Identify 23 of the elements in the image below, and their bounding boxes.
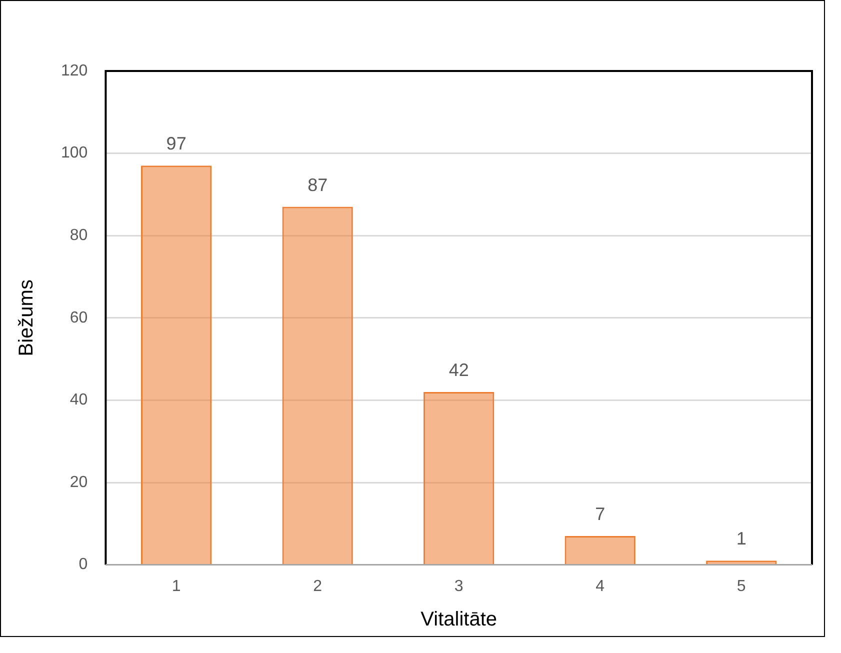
- data-label: 42: [448, 360, 469, 380]
- y-tick-label: 100: [60, 144, 88, 162]
- data-label: 7: [595, 504, 606, 524]
- data-label: 87: [308, 174, 328, 195]
- x-tick-label: 3: [454, 578, 464, 595]
- bar: [424, 392, 494, 564]
- y-axis-title: Biežums: [16, 280, 38, 356]
- y-tick-label: 20: [70, 474, 88, 491]
- y-tick-label: 60: [70, 309, 88, 326]
- x-tick-label: 4: [596, 578, 605, 595]
- y-tick-label: 0: [78, 556, 88, 574]
- x-axis-title: Vitalitāte: [420, 608, 498, 631]
- x-tick-label: 5: [736, 578, 746, 595]
- bar: [564, 536, 636, 564]
- bar: [141, 166, 212, 564]
- y-tick-label: 120: [60, 62, 88, 80]
- data-label: 1: [736, 528, 746, 549]
- bar: [282, 206, 353, 564]
- y-tick-label: 80: [70, 227, 88, 244]
- x-tick-label: 2: [313, 578, 322, 595]
- x-tick-label: 1: [172, 578, 181, 595]
- data-label: 97: [166, 134, 186, 154]
- y-tick-label: 40: [70, 392, 88, 409]
